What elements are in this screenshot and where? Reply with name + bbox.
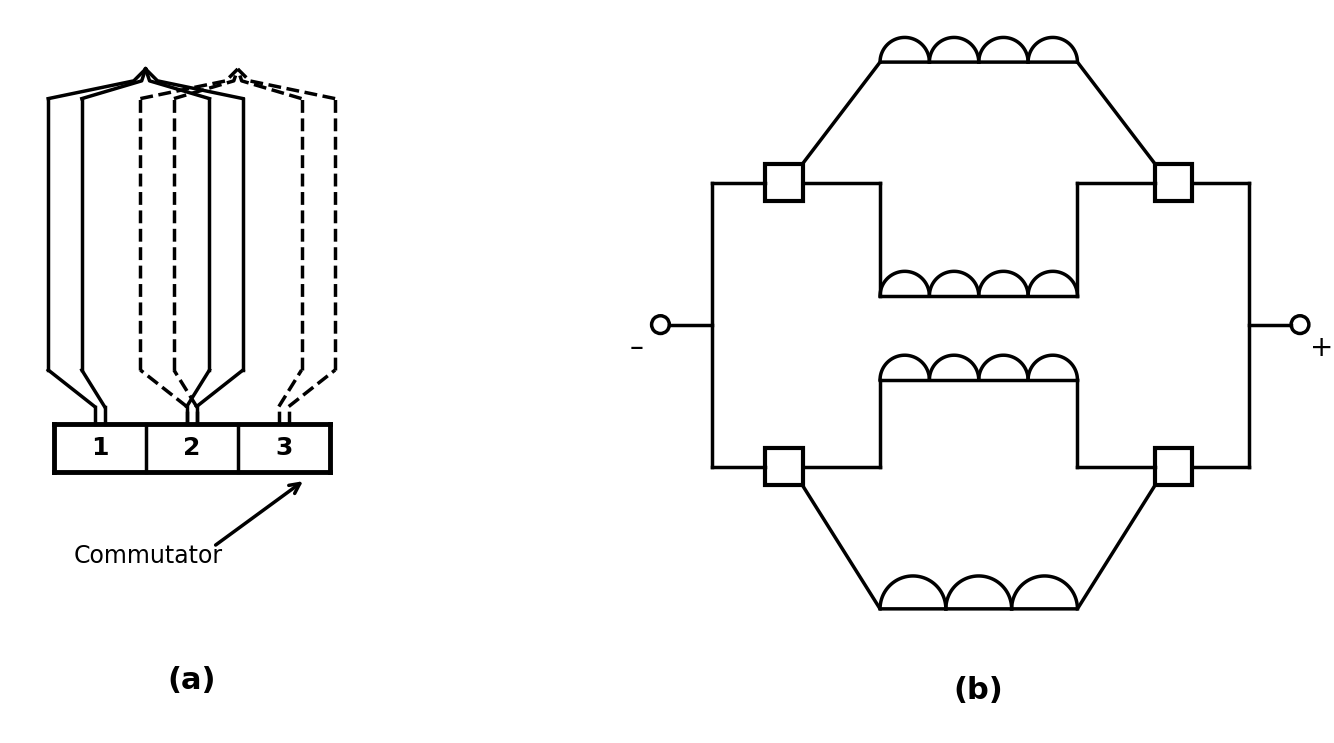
Text: 2: 2 [183,436,200,460]
Bar [766,163,803,201]
Text: Commutator: Commutator [73,544,223,568]
Text: 3: 3 [275,436,292,460]
Bar [1155,448,1193,485]
Text: (b): (b) [954,676,1003,705]
Text: –: – [630,334,644,363]
Text: +: + [1310,334,1334,363]
Text: 1: 1 [91,436,108,460]
Bar [1155,163,1193,201]
Bar [766,448,803,485]
Text: (a): (a) [168,666,216,695]
